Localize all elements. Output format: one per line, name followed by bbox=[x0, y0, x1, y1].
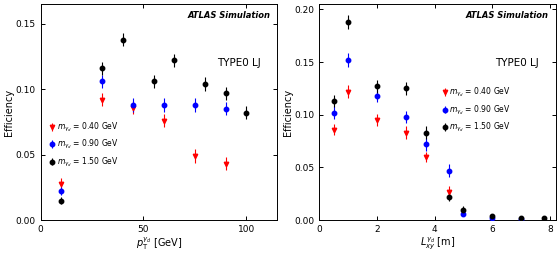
Y-axis label: Efficiency: Efficiency bbox=[283, 89, 293, 136]
Text: TYPE0 LJ: TYPE0 LJ bbox=[496, 58, 539, 68]
X-axis label: $L_{xy}^{\gamma_d}$ [m]: $L_{xy}^{\gamma_d}$ [m] bbox=[420, 236, 455, 251]
X-axis label: $p_{\mathrm{T}}^{\gamma_d}$ [GeV]: $p_{\mathrm{T}}^{\gamma_d}$ [GeV] bbox=[136, 236, 182, 252]
Legend: $m_{\gamma_d}$ = 0.40 GeV, $m_{\gamma_d}$ = 0.90 GeV, $m_{\gamma_d}$ = 1.50 GeV: $m_{\gamma_d}$ = 0.40 GeV, $m_{\gamma_d}… bbox=[442, 86, 511, 134]
Y-axis label: Efficiency: Efficiency bbox=[4, 89, 14, 136]
Text: ATLAS Simulation: ATLAS Simulation bbox=[466, 11, 549, 20]
Legend: $m_{\gamma_d}$ = 0.40 GeV, $m_{\gamma_d}$ = 0.90 GeV, $m_{\gamma_d}$ = 1.50 GeV: $m_{\gamma_d}$ = 0.40 GeV, $m_{\gamma_d}… bbox=[50, 121, 119, 169]
Text: ATLAS Simulation: ATLAS Simulation bbox=[187, 11, 270, 20]
Text: TYPE0 LJ: TYPE0 LJ bbox=[217, 58, 260, 68]
